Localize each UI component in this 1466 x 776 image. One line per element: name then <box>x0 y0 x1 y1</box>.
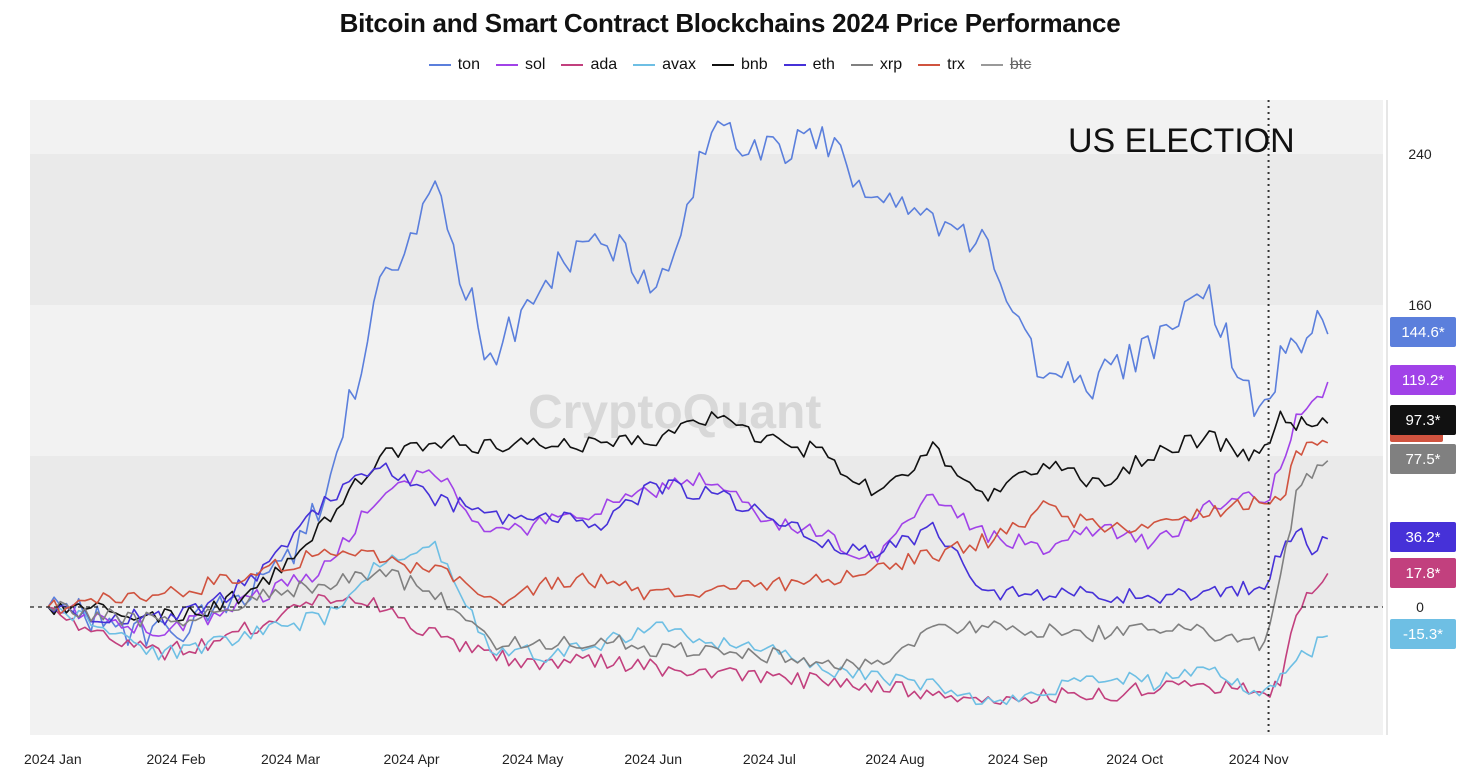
legend-item-eth[interactable]: eth <box>783 56 835 74</box>
x-tick-label: 2024 Jun <box>624 751 682 767</box>
end-label-sol: 119.2* <box>1390 365 1456 395</box>
legend-label: xrp <box>879 56 903 73</box>
series-line-bnb <box>47 410 1329 623</box>
y-tick-label: 0 <box>1416 599 1424 615</box>
legend-label: sol <box>524 56 546 73</box>
legend-swatch <box>850 64 873 66</box>
end-label-ada: 17.8* <box>1390 558 1456 588</box>
legend-item-ton[interactable]: ton <box>428 56 480 74</box>
svg-text:77.5*: 77.5* <box>1405 451 1440 468</box>
series-line-ada <box>47 572 1329 705</box>
legend-swatch <box>980 64 1003 66</box>
end-label-bnb: 97.3* <box>1390 405 1456 435</box>
legend-label: trx <box>947 56 965 73</box>
legend-item-xrp[interactable]: xrp <box>850 56 903 74</box>
svg-text:17.8*: 17.8* <box>1405 565 1440 582</box>
x-tick-label: 2024 Mar <box>261 751 320 767</box>
legend: ton sol ada avax bnb eth xrp trx btc <box>0 56 1460 74</box>
x-tick-label: 2024 Jan <box>24 751 82 767</box>
watermark: CryptoQuant <box>528 386 821 439</box>
end-label-ton: 144.6* <box>1390 317 1456 347</box>
series-line-trx <box>47 439 1329 615</box>
series-line-avax <box>47 540 1328 706</box>
x-tick-label: 2024 Feb <box>146 751 205 767</box>
legend-swatch <box>633 64 656 66</box>
chart-title: Bitcoin and Smart Contract Blockchains 2… <box>339 8 1121 38</box>
series-line-eth <box>47 462 1329 626</box>
x-tick-label: 2024 Sep <box>988 751 1048 767</box>
us-election-annotation: US ELECTION <box>1068 122 1295 160</box>
end-label-xrp: 77.5* <box>1390 444 1456 474</box>
legend-swatch <box>918 64 941 66</box>
legend-swatch <box>783 64 806 66</box>
legend-label: bnb <box>740 56 768 73</box>
legend-item-bnb[interactable]: bnb <box>711 56 768 74</box>
legend-swatch <box>495 64 518 66</box>
legend-label: avax <box>662 56 696 73</box>
legend-item-avax[interactable]: avax <box>633 56 696 74</box>
y-tick-label: 240 <box>1408 146 1432 162</box>
legend-swatch <box>711 64 734 66</box>
legend-item-btc[interactable]: btc <box>980 56 1032 74</box>
series-line-ton <box>47 120 1329 647</box>
legend-label: ton <box>457 56 480 73</box>
legend-item-sol[interactable]: sol <box>495 56 546 74</box>
legend-swatch <box>561 64 584 66</box>
series-line-xrp <box>47 460 1329 671</box>
x-tick-label: 2024 Apr <box>383 751 439 767</box>
x-tick-label: 2024 Nov <box>1229 751 1289 767</box>
y-tick-label: 160 <box>1408 297 1432 313</box>
legend-label: eth <box>812 56 835 73</box>
end-label-avax: -15.3* <box>1390 619 1456 649</box>
svg-text:144.6*: 144.6* <box>1401 324 1445 341</box>
svg-text:119.2*: 119.2* <box>1402 372 1444 389</box>
legend-item-ada[interactable]: ada <box>561 56 617 74</box>
x-tick-label: 2024 Oct <box>1106 751 1163 767</box>
legend-swatch <box>428 64 451 66</box>
x-tick-label: 2024 May <box>502 751 563 767</box>
end-label-eth: 36.2* <box>1390 522 1456 552</box>
x-tick-label: 2024 Jul <box>743 751 796 767</box>
legend-item-trx[interactable]: trx <box>918 56 965 74</box>
legend-label: ada <box>590 56 618 73</box>
svg-text:36.2*: 36.2* <box>1405 529 1440 546</box>
legend-label: btc <box>1009 56 1032 73</box>
svg-text:-15.3*: -15.3* <box>1403 626 1443 643</box>
x-tick-label: 2024 Aug <box>865 751 924 767</box>
svg-text:97.3*: 97.3* <box>1405 412 1440 429</box>
